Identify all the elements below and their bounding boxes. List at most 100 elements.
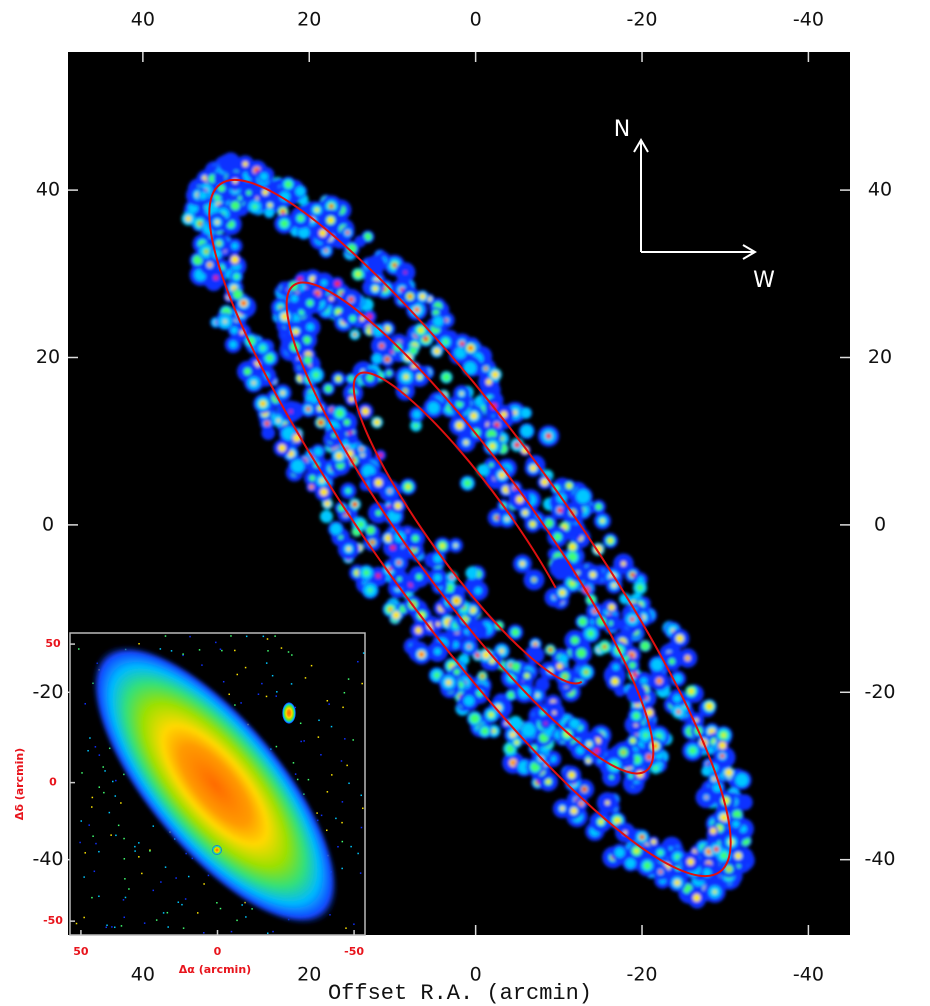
emission-blob: [265, 208, 274, 217]
emission-blob: [233, 290, 243, 300]
emission-blob: [465, 567, 477, 579]
emission-blob: [304, 356, 312, 364]
emission-blob: [291, 460, 304, 473]
emission-blob: [306, 407, 310, 411]
emission-blob: [613, 664, 619, 670]
y-tick-label: 0: [49, 776, 57, 789]
noise-pixel: [237, 674, 239, 676]
emission-blob: [651, 839, 656, 844]
emission-blob: [415, 308, 419, 312]
companion: [282, 702, 296, 724]
emission-blob: [315, 208, 319, 212]
emission-blob: [434, 574, 442, 582]
noise-pixel: [98, 851, 100, 853]
emission-blob: [423, 336, 428, 341]
emission-blob: [279, 306, 281, 308]
noise-pixel: [138, 643, 140, 645]
emission-blob: [735, 853, 742, 860]
emission-blob: [643, 862, 651, 870]
emission-blob: [280, 220, 288, 228]
noise-pixel: [163, 912, 165, 914]
noise-pixel: [261, 683, 263, 685]
emission-blob: [310, 486, 313, 489]
emission-blob: [608, 604, 614, 610]
emission-blob: [205, 250, 208, 253]
inset-panel: 500-50-50050Δα (arcmin)Δδ (arcmin): [13, 607, 380, 976]
noise-pixel: [353, 923, 355, 925]
emission-blob: [580, 802, 583, 805]
noise-pixel: [115, 795, 117, 797]
noise-pixel: [95, 746, 97, 748]
emission-blob: [434, 648, 441, 655]
emission-blob: [419, 652, 423, 656]
noise-pixel: [361, 827, 363, 829]
noise-pixel: [344, 738, 346, 740]
emission-blob: [720, 852, 727, 859]
emission-blob: [320, 488, 328, 496]
y-tick-label: 20: [36, 346, 60, 368]
noise-pixel: [134, 850, 136, 852]
x-tick-label: -40: [793, 964, 824, 986]
noise-pixel: [84, 852, 86, 854]
emission-blob: [336, 409, 344, 417]
emission-blob: [372, 354, 382, 364]
noise-pixel: [326, 830, 328, 832]
noise-pixel: [106, 927, 108, 929]
emission-blob: [587, 630, 594, 637]
emission-blob: [455, 600, 458, 603]
noise-pixel: [201, 664, 203, 666]
noise-pixel: [138, 856, 140, 858]
emission-blob: [614, 818, 620, 824]
emission-blob: [467, 645, 470, 648]
emission-blob: [534, 643, 537, 646]
emission-blob: [530, 522, 535, 527]
emission-blob: [533, 578, 536, 581]
noise-pixel: [266, 662, 268, 664]
emission-blob: [460, 341, 465, 346]
emission-blob: [264, 421, 269, 426]
emission-blob: [489, 463, 493, 467]
companion: [212, 845, 222, 855]
emission-blob: [349, 396, 355, 402]
noise-pixel: [245, 667, 247, 669]
emission-blob: [710, 828, 716, 834]
emission-blob: [260, 346, 264, 350]
noise-pixel: [156, 919, 158, 921]
y-tick-label: 0: [42, 513, 54, 535]
emission-blob: [687, 858, 694, 865]
noise-pixel: [300, 741, 302, 743]
emission-blob: [541, 478, 548, 485]
noise-pixel: [95, 843, 97, 845]
emission-blob: [686, 657, 689, 660]
noise-pixel: [300, 723, 302, 725]
emission-blob: [612, 678, 619, 685]
noise-pixel: [134, 846, 136, 848]
emission-blob: [689, 689, 694, 694]
compass-label: W: [753, 268, 775, 293]
emission-blob: [546, 780, 550, 784]
noise-pixel: [241, 904, 243, 906]
emission-blob: [281, 210, 285, 214]
emission-blob: [635, 849, 639, 853]
y-tick-label: 40: [36, 179, 60, 201]
noise-pixel: [189, 636, 191, 638]
emission-blob: [560, 590, 566, 596]
noise-pixel: [230, 635, 232, 637]
emission-blob: [208, 263, 211, 266]
emission-blob: [456, 422, 464, 430]
emission-blob: [325, 249, 328, 252]
noise-pixel: [308, 779, 310, 781]
y-tick-label: -20: [32, 681, 63, 703]
y-tick-label: -20: [864, 681, 895, 703]
emission-blob: [713, 778, 715, 780]
emission-blob: [636, 584, 643, 591]
emission-blob: [319, 229, 326, 236]
emission-blob: [587, 742, 591, 746]
emission-blob: [475, 624, 488, 637]
noise-pixel: [99, 786, 101, 788]
emission-blob: [735, 774, 748, 787]
emission-blob: [313, 372, 319, 378]
noise-pixel: [106, 925, 108, 927]
noise-pixel: [183, 927, 185, 929]
emission-blob: [567, 484, 571, 488]
